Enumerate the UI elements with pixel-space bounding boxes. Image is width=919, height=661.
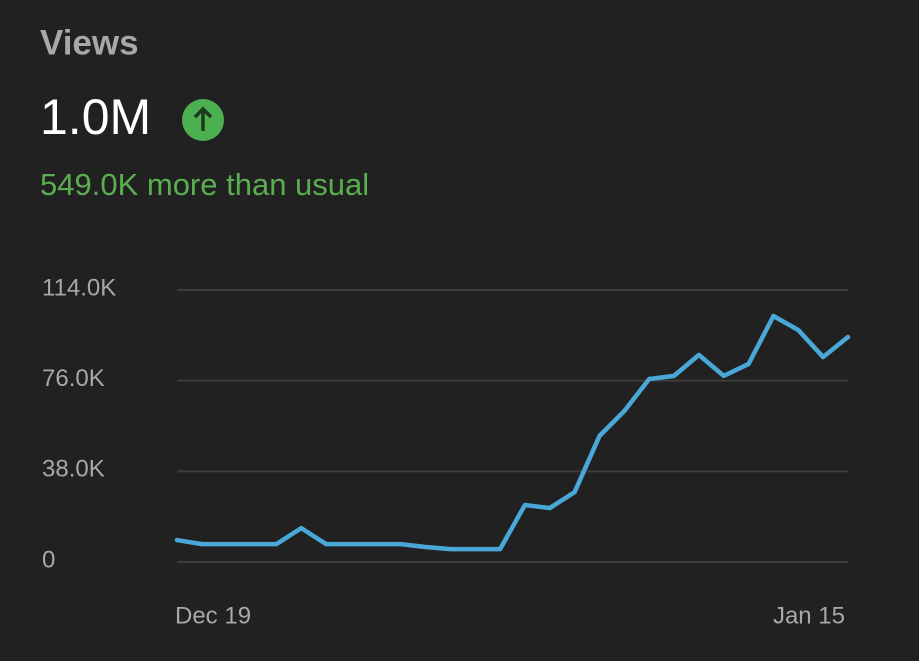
y-tick-label: 0 <box>42 546 55 573</box>
comparison-note: 549.0K more than usual <box>40 167 369 202</box>
y-tick-label: 76.0K <box>42 365 105 392</box>
y-tick-label: 38.0K <box>42 456 105 483</box>
trend-up-icon <box>182 99 224 141</box>
views-line <box>174 313 851 552</box>
x-tick-label: Dec 19 <box>175 602 251 629</box>
x-tick-label: Jan 15 <box>773 602 845 629</box>
total-value: 1.0M <box>40 89 151 145</box>
card-title: Views <box>40 23 139 62</box>
y-tick-label: 114.0K <box>42 274 116 301</box>
